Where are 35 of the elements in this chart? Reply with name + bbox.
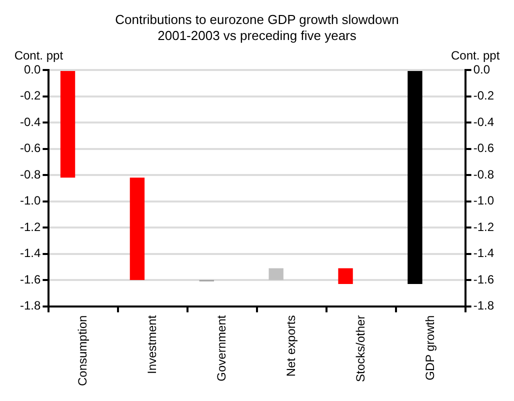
y2-axis-title: Cont. ppt [450, 48, 500, 62]
y-tick-label: -1.2 [20, 220, 41, 234]
y-tick-label: -1.8 [20, 298, 41, 313]
y2-tick-label: -1.0 [473, 194, 494, 208]
y2-tick-label: -0.8 [473, 167, 494, 182]
y-tick-label: -1.0 [20, 194, 41, 208]
y-tick-label: -0.4 [20, 114, 41, 129]
x-tick-label: Net exports [284, 315, 298, 377]
bar [60, 71, 76, 178]
y2-tick-label: -1.2 [473, 220, 494, 234]
y2-tick-label: -1.6 [473, 272, 494, 286]
y2-tick-label: -1.4 [473, 246, 494, 260]
bar [338, 268, 353, 284]
bar [268, 268, 284, 280]
chart-title: Contributions to eurozone GDP growth slowdown [115, 12, 399, 28]
y-tick-label: -0.8 [20, 167, 41, 182]
x-tick-label: Consumption [76, 315, 90, 386]
y2-tick-label: -1.8 [473, 298, 494, 313]
y2-tick-label: 0.0 [473, 62, 490, 76]
x-tick-label: Government [214, 314, 229, 382]
bar [130, 178, 145, 280]
y2-tick-label: -0.6 [473, 141, 494, 156]
y-axis-title: Cont. ppt [14, 48, 64, 62]
y-tick-label: -0.2 [20, 88, 41, 103]
y2-tick-label: -0.4 [473, 114, 494, 129]
y2-tick-label: -0.2 [473, 88, 494, 103]
bar [408, 71, 422, 284]
x-tick-label: Investment [145, 314, 160, 374]
x-tick-label: GDP growth [422, 315, 437, 380]
y-tick-label: 0.0 [24, 62, 41, 76]
y-tick-label: -1.4 [20, 246, 41, 260]
y-tick-label: -0.6 [20, 141, 41, 156]
x-tick-label: Stocks/other [353, 315, 368, 382]
chart-subtitle: 2001-2003 vs preceding five years [158, 28, 357, 44]
y-tick-label: -1.6 [20, 272, 41, 286]
